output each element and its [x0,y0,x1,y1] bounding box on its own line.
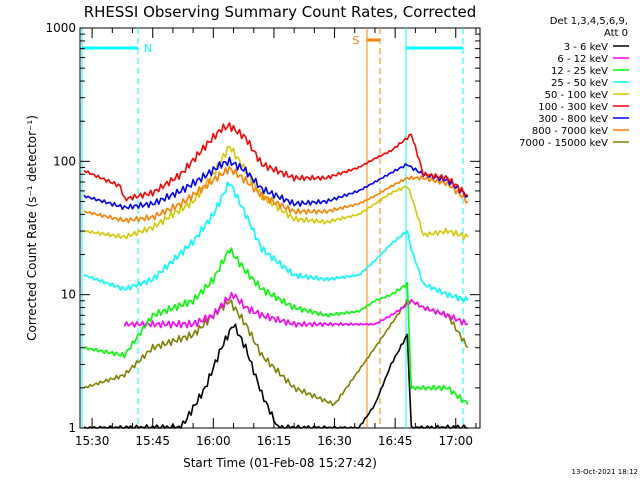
series-line-1 [123,291,469,329]
legend-label: 25 - 50 keV [551,78,608,89]
x-tick-label: 15:45 [135,434,170,448]
series-line-5 [83,122,469,202]
axis-ticks: 1 10 100 1000 15:30 15:45 16:00 16:15 16:30 16:45… [45,21,480,448]
series-line-8 [83,298,469,407]
legend-label: 12 - 25 keV [551,66,608,77]
x-tick-label: 16:45 [378,434,413,448]
y-tick-label: 10 [61,288,76,302]
y-axis-label: Corrected Count Rate (s⁻¹ detector⁻¹) [25,115,39,341]
x-tick-label: 16:15 [257,434,292,448]
legend-label: 7000 - 15000 keV [519,138,608,149]
legend-label: 100 - 300 keV [538,102,608,113]
x-tick-label: 17:00 [438,434,473,448]
series-line-6 [83,156,469,211]
plot-frame [79,27,481,429]
series-line-0 [83,323,468,429]
legend-header-1: Det 1,3,4,5,6,9, [550,16,628,27]
x-tick-label: 16:00 [196,434,231,448]
series-layer [83,122,469,429]
series-line-2 [83,247,469,405]
series-line-4 [83,145,469,240]
legend-label: 800 - 7000 keV [532,126,608,137]
legend-label: 3 - 6 keV [564,42,608,53]
legend-label: 50 - 100 keV [545,90,609,101]
y-tick-label: 1 [68,421,76,435]
series-line-7 [83,165,469,224]
y-tick-label: 1000 [45,21,76,35]
x-axis-label: Start Time (01-Feb-08 15:27:42) [183,456,377,470]
legend-header-2: Att 0 [604,28,628,39]
series-line-3 [83,181,469,303]
night-flag-label: N [144,42,152,55]
x-tick-label: 15:30 [75,434,110,448]
saa-flag-label: S [353,34,360,47]
flag-markers: NS [81,28,464,428]
y-tick-label: 100 [53,154,76,168]
x-tick-label: 16:30 [317,434,352,448]
legend-label: 300 - 800 keV [538,114,608,125]
chart-title: RHESSI Observing Summary Count Rates, Co… [84,3,477,21]
timestamp: 13-Oct-2021 18:12 [572,468,638,476]
legend-label: 6 - 12 keV [557,54,608,65]
